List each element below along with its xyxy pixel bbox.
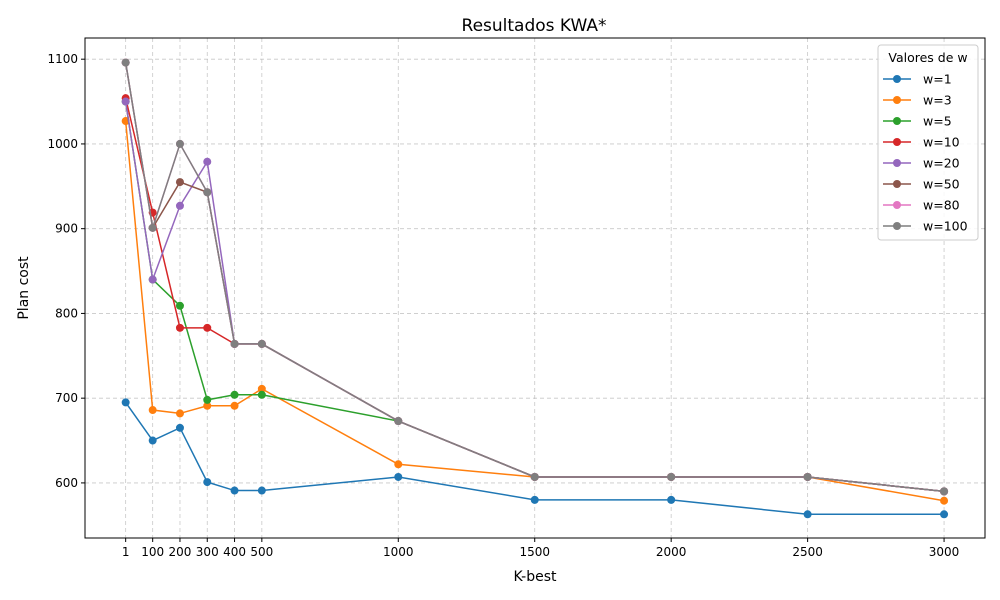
x-tick-label: 300 bbox=[196, 545, 219, 559]
legend-box bbox=[877, 44, 979, 241]
data-point bbox=[257, 486, 266, 495]
x-tick-label: 3000 bbox=[929, 545, 960, 559]
legend-item: w=10 bbox=[883, 135, 960, 150]
chart-title: Resultados KWA* bbox=[462, 16, 607, 36]
data-point bbox=[394, 472, 403, 481]
x-tick-label: 2000 bbox=[656, 545, 687, 559]
legend-marker bbox=[893, 222, 901, 230]
legend: Valores de w w=1w=3w=5w=10w=20w=50w=80w=… bbox=[877, 44, 979, 241]
series-line bbox=[124, 120, 945, 502]
legend-label: w=3 bbox=[923, 93, 952, 108]
data-point bbox=[203, 188, 212, 197]
data-point bbox=[148, 275, 157, 284]
x-tick-label: 500 bbox=[250, 545, 273, 559]
legend-label: w=5 bbox=[923, 114, 952, 129]
data-point bbox=[148, 223, 157, 232]
legend-label: w=1 bbox=[923, 72, 952, 87]
legend-marker bbox=[893, 138, 901, 146]
y-tick-label: 700 bbox=[55, 391, 78, 405]
grid bbox=[85, 38, 985, 538]
data-point bbox=[175, 178, 184, 187]
data-point bbox=[257, 339, 266, 348]
legend-label: w=20 bbox=[923, 156, 960, 171]
legend-item: w=20 bbox=[883, 156, 960, 171]
data-point bbox=[803, 510, 812, 519]
data-point bbox=[940, 487, 949, 496]
series-w=10 bbox=[121, 94, 949, 496]
y-tick-label: 800 bbox=[55, 306, 78, 320]
data-point bbox=[940, 496, 949, 505]
legend-marker bbox=[893, 201, 901, 209]
data-point bbox=[148, 436, 157, 445]
data-point bbox=[667, 472, 676, 481]
data-point bbox=[230, 339, 239, 348]
x-axis-label: K-best bbox=[513, 569, 557, 585]
plot-area bbox=[84, 37, 986, 539]
y-tick-label: 1100 bbox=[47, 52, 78, 66]
x-tick-label: 1000 bbox=[383, 545, 414, 559]
legend-label: w=10 bbox=[923, 135, 960, 150]
legend-label: w=50 bbox=[923, 177, 960, 192]
data-point bbox=[203, 323, 212, 332]
y-tick-label: 600 bbox=[55, 476, 78, 490]
data-point bbox=[203, 395, 212, 404]
data-point bbox=[148, 406, 157, 415]
legend-marker bbox=[893, 96, 901, 104]
y-tick-label: 900 bbox=[55, 222, 78, 236]
data-point bbox=[121, 97, 130, 106]
data-point bbox=[203, 157, 212, 166]
data-point bbox=[175, 201, 184, 210]
data-point bbox=[394, 417, 403, 426]
x-tick-label: 1 bbox=[122, 545, 130, 559]
data-point bbox=[230, 486, 239, 495]
axis-ticks: 1 100 200 300 400 500 1000 1500 2000 2500 30006007… bbox=[47, 52, 959, 559]
data-point bbox=[257, 390, 266, 399]
data-point bbox=[121, 58, 130, 67]
legend-marker bbox=[893, 117, 901, 125]
data-point bbox=[667, 495, 676, 504]
data-point bbox=[530, 495, 539, 504]
data-point bbox=[230, 390, 239, 399]
legend-item: w=1 bbox=[883, 72, 952, 87]
data-point bbox=[257, 384, 266, 393]
data-point bbox=[175, 139, 184, 148]
legend-item: w=3 bbox=[883, 93, 952, 108]
legend-marker bbox=[893, 159, 901, 167]
x-tick-label: 2500 bbox=[792, 545, 823, 559]
data-point bbox=[203, 401, 212, 410]
series-w=100 bbox=[121, 58, 949, 496]
legend-label: w=100 bbox=[923, 219, 968, 234]
x-tick-label: 400 bbox=[223, 545, 246, 559]
data-point bbox=[940, 510, 949, 519]
legend-items: w=1 w=3 w=5 w=10 w=20 w=50 w=80 w=100 bbox=[883, 72, 968, 234]
legend-marker bbox=[893, 75, 901, 83]
legend-title: Valores de w bbox=[888, 50, 967, 65]
data-point bbox=[803, 472, 812, 481]
data-point bbox=[121, 398, 130, 407]
x-tick-label: 1500 bbox=[519, 545, 550, 559]
legend-marker bbox=[893, 180, 901, 188]
data-point bbox=[175, 409, 184, 418]
data-point bbox=[175, 323, 184, 332]
x-tick-label: 100 bbox=[141, 545, 164, 559]
series-w=1 bbox=[121, 398, 949, 519]
y-axis-label: Plan cost bbox=[16, 256, 32, 320]
legend-item: w=50 bbox=[883, 177, 960, 192]
data-point bbox=[230, 401, 239, 410]
x-tick-label: 200 bbox=[169, 545, 192, 559]
data-point bbox=[175, 301, 184, 310]
data-point bbox=[203, 478, 212, 487]
y-tick-label: 1000 bbox=[47, 137, 78, 151]
legend-item: w=5 bbox=[883, 114, 952, 129]
data-point bbox=[175, 423, 184, 432]
data-point bbox=[394, 460, 403, 469]
series-lines bbox=[121, 58, 949, 519]
data-point bbox=[530, 472, 539, 481]
legend-item: w=80 bbox=[883, 198, 960, 213]
legend-item: w=100 bbox=[883, 219, 968, 234]
legend-label: w=80 bbox=[923, 198, 960, 213]
